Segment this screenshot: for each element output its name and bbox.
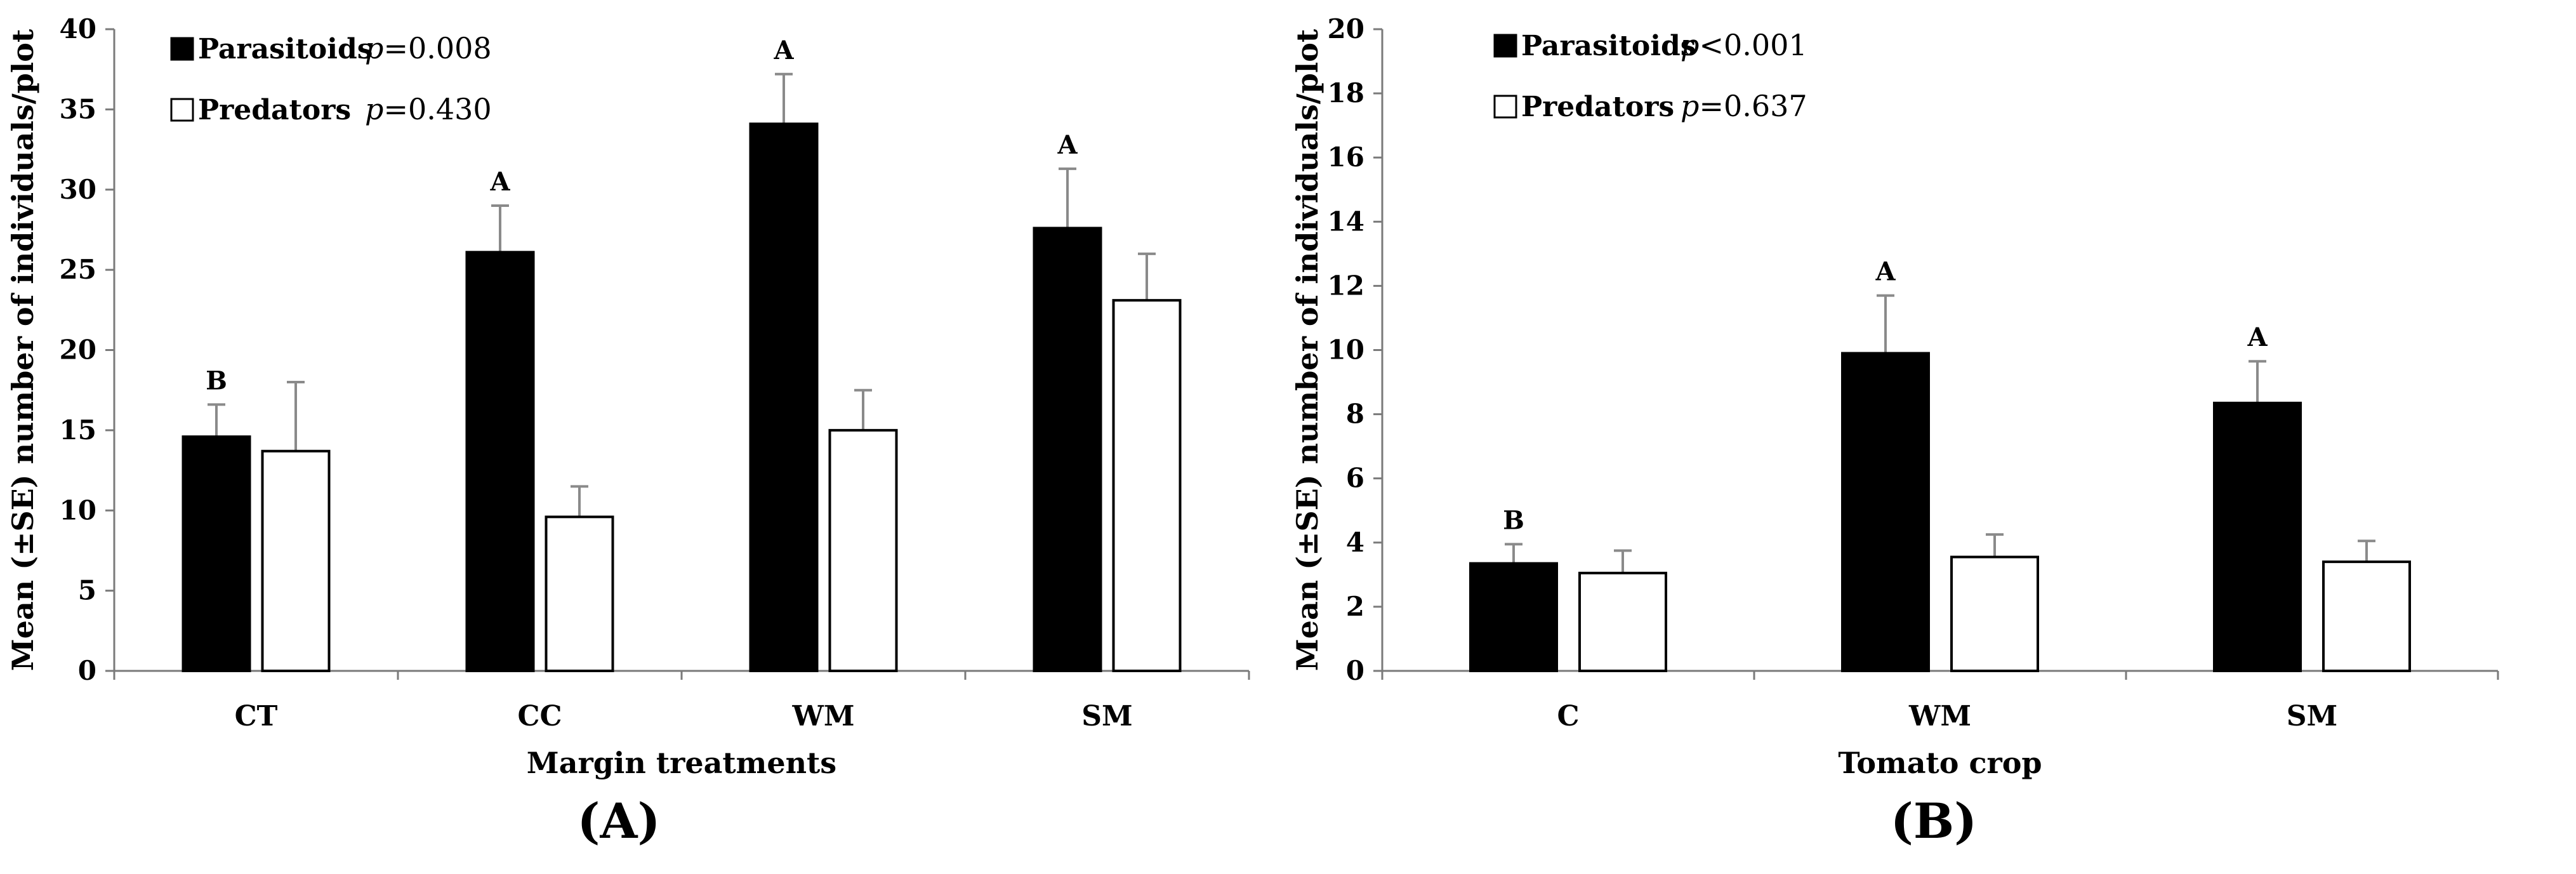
chart-a-significance-letter: A bbox=[773, 36, 794, 65]
chart-b-y-tick-label: 12 bbox=[1328, 270, 1364, 301]
chart-a-p-value-predators: p=0.430 bbox=[365, 92, 492, 126]
chart-b-legend-swatch-parasitoids bbox=[1493, 34, 1517, 58]
chart-a-bar-parasitoids bbox=[182, 435, 251, 672]
chart-a-bar-predators bbox=[261, 449, 331, 672]
chart-a-y-tick-label: 20 bbox=[60, 334, 96, 366]
chart-a-bar-predators bbox=[545, 515, 614, 672]
chart-b-y-tick-label: 20 bbox=[1328, 13, 1364, 44]
p-symbol: p bbox=[365, 31, 383, 65]
chart-a-legend-swatch-parasitoids bbox=[170, 37, 194, 61]
chart-b-legend-label-parasitoids: Parasitoids bbox=[1521, 30, 1696, 62]
chart-b-y-tick-label: 0 bbox=[1346, 655, 1364, 686]
chart-b-y-axis-label: Mean (±SE) number of individuals/plot bbox=[1290, 29, 1324, 671]
p-symbol: p bbox=[365, 92, 383, 126]
chart-b-y-tick-label: 8 bbox=[1346, 399, 1364, 430]
chart-b-bar-predators bbox=[2322, 560, 2411, 672]
p-number: <0.001 bbox=[1699, 28, 1807, 62]
p-symbol: p bbox=[1681, 28, 1699, 62]
chart-a-x-tick-label: SM bbox=[1081, 700, 1132, 732]
chart-b-bar-parasitoids bbox=[1469, 562, 1558, 672]
chart-b-x-tick-label: SM bbox=[2287, 700, 2337, 732]
chart-b-bar-parasitoids bbox=[2213, 401, 2302, 672]
chart-a-x-tick-label: CC bbox=[517, 700, 562, 732]
p-symbol: p bbox=[1681, 89, 1699, 123]
p-number: =0.637 bbox=[1699, 89, 1807, 123]
chart-a-y-tick-label: 0 bbox=[78, 655, 96, 686]
chart-b-significance-letter: A bbox=[1875, 257, 1896, 287]
chart-b-x-tick-label: WM bbox=[1908, 700, 1971, 732]
chart-a-x-tick-label: CT bbox=[235, 700, 278, 732]
chart-b-y-tick-label: 10 bbox=[1328, 334, 1364, 366]
chart-a-y-tick-label: 30 bbox=[60, 174, 96, 205]
chart-a-y-tick-label: 40 bbox=[60, 13, 96, 44]
chart-a-significance-letter: B bbox=[206, 366, 227, 395]
chart-a-y-tick-label: 25 bbox=[60, 254, 96, 285]
chart-a-legend-swatch-predators bbox=[170, 98, 194, 122]
chart-b-significance-letter: A bbox=[2247, 322, 2268, 352]
chart-b-x-axis-label: Tomato crop bbox=[1838, 746, 2042, 780]
chart-a-y-tick-label: 35 bbox=[60, 93, 96, 124]
chart-a-bar-predators bbox=[828, 428, 898, 672]
chart-a-bar-parasitoids bbox=[749, 122, 819, 672]
chart-a-y-tick-label: 15 bbox=[60, 414, 96, 446]
chart-b-y-tick-label: 16 bbox=[1328, 142, 1364, 173]
chart-b-legend-swatch-predators bbox=[1493, 95, 1517, 119]
chart-b-p-value-parasitoids: p<0.001 bbox=[1681, 28, 1807, 62]
chart-a-legend-label-parasitoids: Parasitoids bbox=[198, 33, 373, 65]
chart-b-bar-predators bbox=[1950, 555, 2039, 672]
chart-a-bar-predators bbox=[1112, 299, 1182, 672]
chart-a-y-tick-label: 10 bbox=[60, 494, 96, 526]
chart-b-significance-letter: B bbox=[1503, 505, 1524, 535]
chart-b-y-tick-label: 14 bbox=[1328, 206, 1364, 237]
chart-b-y-tick-label: 6 bbox=[1346, 463, 1364, 494]
chart-a-significance-letter: A bbox=[1057, 130, 1078, 160]
chart-b-y-tick-label: 18 bbox=[1328, 77, 1364, 109]
chart-b-bar-parasitoids bbox=[1841, 352, 1930, 672]
chart-a-y-axis-label: Mean (±SE) number of individuals/plot bbox=[6, 29, 40, 671]
chart-b-y-tick-label: 2 bbox=[1346, 591, 1364, 622]
chart-a-p-value-parasitoids: p=0.008 bbox=[365, 31, 492, 65]
p-number: =0.008 bbox=[383, 31, 491, 65]
chart-b-x-tick-label: C bbox=[1557, 700, 1579, 732]
chart-a-panel-label: (A) bbox=[578, 793, 661, 849]
chart-a-x-tick-label: WM bbox=[791, 700, 854, 732]
chart-a-bar-parasitoids bbox=[1033, 227, 1102, 673]
chart-b-p-value-predators: p=0.637 bbox=[1681, 89, 1807, 123]
chart-b-legend-label-predators: Predators bbox=[1521, 91, 1674, 123]
chart-a-x-axis-label: Margin treatments bbox=[527, 746, 836, 780]
chart-b-bar-predators bbox=[1578, 571, 1667, 673]
p-number: =0.430 bbox=[383, 92, 491, 126]
chart-b-y-tick-label: 4 bbox=[1346, 527, 1364, 558]
chart-a-y-tick-label: 5 bbox=[78, 575, 96, 606]
chart-a-bar-parasitoids bbox=[465, 251, 535, 672]
chart-a-significance-letter: A bbox=[489, 167, 510, 197]
chart-b-panel-label: (B) bbox=[1891, 793, 1977, 849]
chart-a-legend-label-predators: Predators bbox=[198, 94, 351, 126]
